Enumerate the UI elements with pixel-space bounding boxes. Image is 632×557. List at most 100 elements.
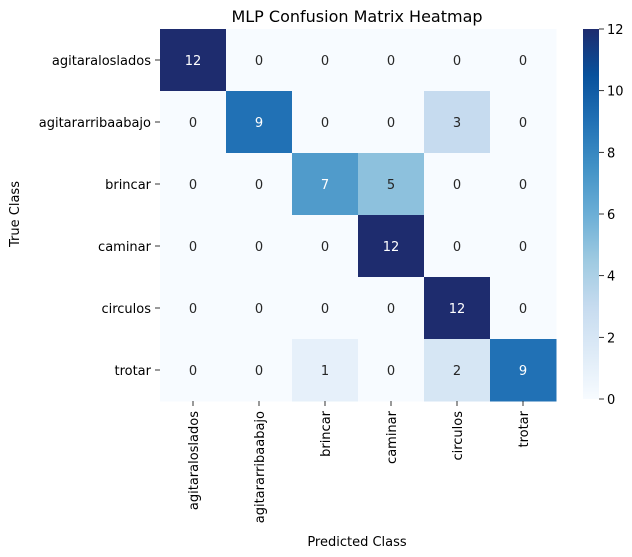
heatmap-cell: [292, 215, 359, 278]
cell-value-label: 0: [321, 240, 329, 255]
heatmap-cell: [358, 215, 425, 278]
heatmap-cell: [358, 277, 425, 340]
cell-value-label: 0: [519, 116, 527, 131]
colorbar-tick-label: 2: [607, 331, 615, 346]
heatmap-cell: [226, 339, 293, 402]
cell-value-label: 0: [189, 302, 197, 317]
cell-value-label: 1: [321, 364, 329, 379]
heatmap-cell: [160, 29, 227, 92]
cell-value-label: 0: [189, 178, 197, 193]
y-tick-label: caminar: [98, 240, 152, 255]
heatmap-cell: [160, 277, 227, 340]
heatmap-cell: [292, 29, 359, 92]
heatmap-cell: [490, 153, 557, 216]
cell-value-label: 0: [519, 178, 527, 193]
heatmap-cell: [160, 91, 227, 154]
colorbar-tick-label: 6: [607, 208, 615, 223]
heatmap-cells: 12 0 0 0 0 0 0 9 0 0 3 0 0 0 7 5 0 0 0 0 0 12 0 0 0 0 0 0 12 0 0 0 1 0 2 9: [160, 29, 557, 402]
y-tick-label: trotar: [114, 364, 151, 379]
cell-value-label: 12: [449, 302, 466, 317]
cell-value-label: 7: [321, 178, 329, 193]
cell-value-label: 0: [387, 54, 395, 69]
cell-value-label: 5: [387, 178, 395, 193]
cell-value-label: 0: [387, 302, 395, 317]
x-tick-label: agitararribaabajo: [253, 411, 268, 523]
heatmap-cell: [424, 277, 491, 340]
cell-value-label: 9: [255, 116, 263, 131]
y-tick-label: agitararribaabajo: [39, 116, 151, 131]
cell-value-label: 0: [255, 178, 263, 193]
cell-value-label: 3: [453, 116, 461, 131]
y-axis: agitaraloslados agitararribaabajo brincar c…: [39, 54, 160, 379]
x-tick-label: circulos: [451, 411, 466, 461]
heatmap-cell: [226, 215, 293, 278]
heatmap-cell: [358, 91, 425, 154]
heatmap-cell: [358, 29, 425, 92]
heatmap-cell: [292, 153, 359, 216]
heatmap-cell: [160, 339, 227, 402]
colorbar-tick-label: 12: [607, 23, 624, 38]
cell-value-label: 0: [255, 364, 263, 379]
x-tick-label: caminar: [385, 410, 400, 464]
y-tick-label: agitaraloslados: [52, 54, 151, 69]
x-tick-label: agitaraloslados: [187, 411, 202, 510]
heatmap-cell: [160, 215, 227, 278]
heatmap-cell: [424, 215, 491, 278]
cell-value-label: 12: [185, 54, 202, 69]
colorbar-tick-label: 8: [607, 146, 615, 161]
heatmap-cell: [490, 215, 557, 278]
x-axis-label: Predicted Class: [307, 535, 407, 550]
cell-value-label: 0: [255, 240, 263, 255]
cell-value-label: 0: [255, 302, 263, 317]
colorbar: 0 2 4 6 8 10 12: [583, 23, 624, 408]
cell-value-label: 0: [321, 302, 329, 317]
heatmap-cell: [490, 91, 557, 154]
cell-value-label: 0: [321, 54, 329, 69]
colorbar-gradient: [583, 29, 599, 399]
heatmap-cell: [292, 339, 359, 402]
cell-value-label: 0: [519, 240, 527, 255]
cell-value-label: 0: [189, 116, 197, 131]
y-axis-label: True Class: [8, 181, 23, 248]
x-tick-label: trotar: [517, 410, 532, 447]
x-axis: agitaraloslados agitararribaabajo brincar c…: [187, 401, 532, 523]
chart-title: MLP Confusion Matrix Heatmap: [231, 7, 482, 26]
heatmap-cell: [424, 91, 491, 154]
y-tick-label: brincar: [105, 178, 152, 193]
heatmap-cell: [424, 29, 491, 92]
cell-value-label: 0: [453, 54, 461, 69]
heatmap-cell: [358, 153, 425, 216]
cell-value-label: 0: [321, 116, 329, 131]
colorbar-tick-label: 4: [607, 270, 615, 285]
cell-value-label: 0: [387, 116, 395, 131]
heatmap-cell: [490, 277, 557, 340]
heatmap-cell: [226, 277, 293, 340]
cell-value-label: 0: [453, 178, 461, 193]
x-tick-label: brincar: [319, 410, 334, 457]
heatmap-cell: [226, 29, 293, 92]
heatmap-cell: [226, 153, 293, 216]
cell-value-label: 12: [383, 240, 400, 255]
heatmap-cell: [424, 339, 491, 402]
cell-value-label: 9: [519, 364, 527, 379]
y-tick-label: circulos: [101, 302, 151, 317]
heatmap-cell: [490, 339, 557, 402]
cell-value-label: 0: [255, 54, 263, 69]
colorbar-tick-label: 10: [607, 85, 624, 100]
cell-value-label: 0: [519, 302, 527, 317]
cell-value-label: 0: [387, 364, 395, 379]
heatmap-cell: [292, 91, 359, 154]
heatmap-cell: [358, 339, 425, 402]
heatmap-cell: [424, 153, 491, 216]
colorbar-tick-label: 0: [607, 393, 615, 408]
heatmap-cell: [160, 153, 227, 216]
cell-value-label: 0: [189, 240, 197, 255]
cell-value-label: 0: [189, 364, 197, 379]
cell-value-label: 0: [453, 240, 461, 255]
heatmap-cell: [490, 29, 557, 92]
heatmap-cell: [292, 277, 359, 340]
cell-value-label: 2: [453, 364, 461, 379]
heatmap-cell: [226, 91, 293, 154]
cell-value-label: 0: [519, 54, 527, 69]
